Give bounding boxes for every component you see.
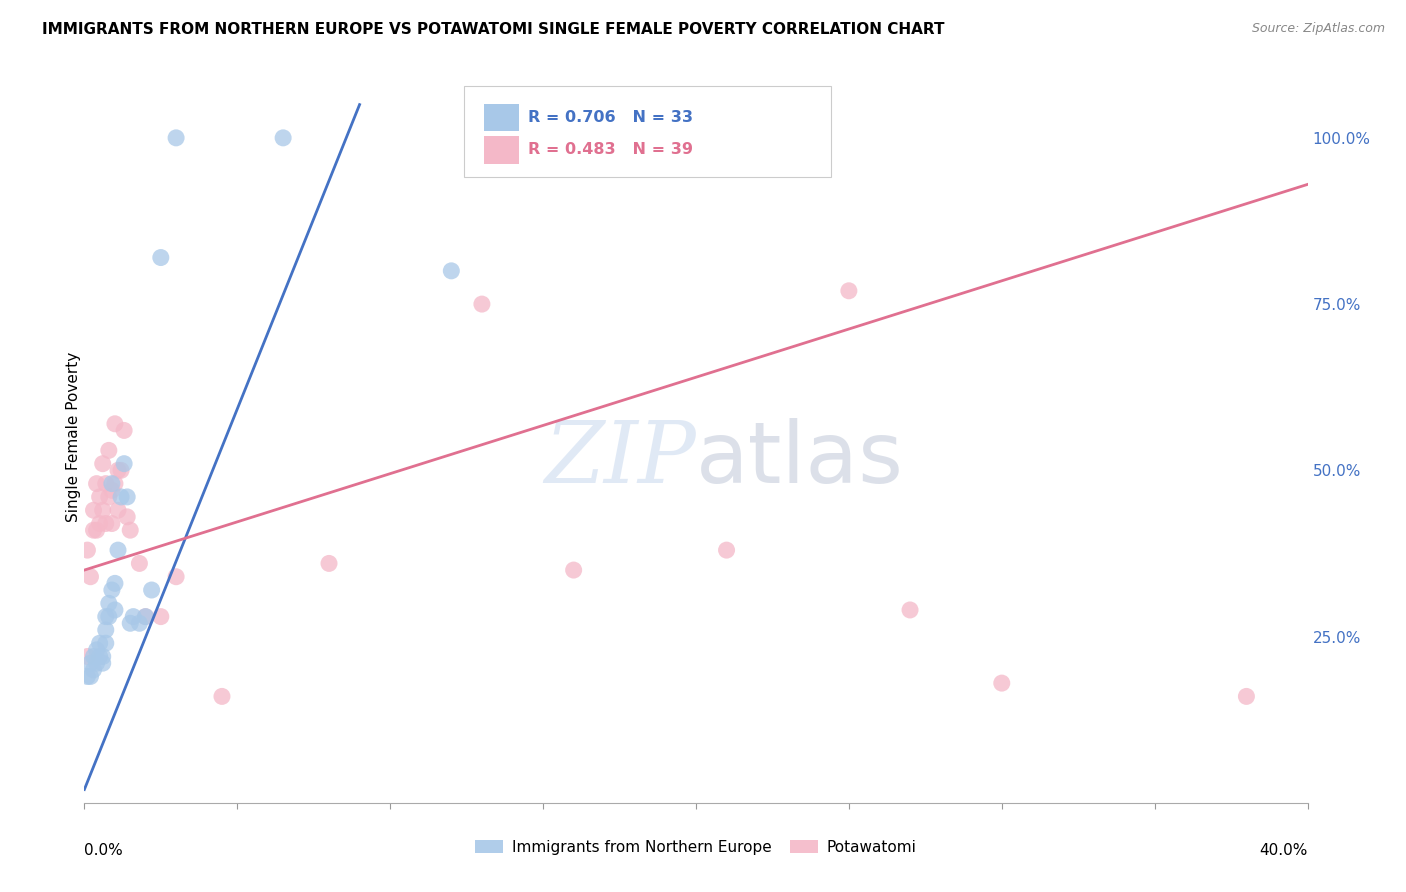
Point <box>86 523 108 537</box>
Point <box>211 690 233 704</box>
Y-axis label: Single Female Poverty: Single Female Poverty <box>66 352 80 522</box>
Point <box>94 609 117 624</box>
Text: ZIP: ZIP <box>544 417 696 500</box>
Point <box>110 463 132 477</box>
Point <box>94 623 117 637</box>
Point <box>91 649 114 664</box>
Point <box>110 490 132 504</box>
Point <box>91 656 114 670</box>
Point <box>83 523 105 537</box>
Point <box>135 609 157 624</box>
Point <box>104 576 127 591</box>
Point <box>76 649 98 664</box>
Text: R = 0.483   N = 39: R = 0.483 N = 39 <box>529 142 693 157</box>
Point <box>76 669 98 683</box>
Point <box>107 463 129 477</box>
Point <box>104 417 127 431</box>
Point <box>94 476 117 491</box>
Point <box>101 476 124 491</box>
Point <box>97 596 120 610</box>
Point <box>97 490 120 504</box>
Point <box>79 669 101 683</box>
Point <box>112 457 135 471</box>
Point <box>89 516 111 531</box>
Point <box>101 483 124 498</box>
Point <box>79 656 101 670</box>
Point <box>107 503 129 517</box>
Point <box>83 649 105 664</box>
Point <box>83 503 105 517</box>
Point <box>141 582 163 597</box>
Point <box>89 636 111 650</box>
Point <box>669 131 692 145</box>
Point <box>135 609 157 624</box>
Point <box>107 543 129 558</box>
Point <box>471 297 494 311</box>
Point <box>104 603 127 617</box>
Point <box>128 616 150 631</box>
Point <box>91 503 114 517</box>
FancyBboxPatch shape <box>464 86 831 178</box>
Bar <box>484 136 519 163</box>
Point <box>97 443 120 458</box>
Point <box>86 656 108 670</box>
Point <box>89 490 111 504</box>
Point <box>440 264 463 278</box>
Point <box>562 563 585 577</box>
Point <box>716 543 738 558</box>
Point <box>94 636 117 650</box>
Point <box>1236 690 1258 704</box>
Point <box>149 609 172 624</box>
Point <box>115 490 138 504</box>
Point <box>91 457 114 471</box>
Point <box>94 516 117 531</box>
Point <box>104 476 127 491</box>
Point <box>76 543 98 558</box>
Text: atlas: atlas <box>696 417 904 500</box>
Point <box>89 649 111 664</box>
Point <box>120 523 142 537</box>
Point <box>83 663 105 677</box>
Point <box>149 251 172 265</box>
Point <box>120 616 142 631</box>
Text: 0.0%: 0.0% <box>84 843 124 858</box>
Point <box>101 582 124 597</box>
Point <box>271 131 294 145</box>
Point <box>86 643 108 657</box>
Text: Source: ZipAtlas.com: Source: ZipAtlas.com <box>1251 22 1385 36</box>
Point <box>101 516 124 531</box>
Text: IMMIGRANTS FROM NORTHERN EUROPE VS POTAWATOMI SINGLE FEMALE POVERTY CORRELATION : IMMIGRANTS FROM NORTHERN EUROPE VS POTAW… <box>42 22 945 37</box>
Text: 40.0%: 40.0% <box>1260 843 1308 858</box>
Point <box>128 557 150 571</box>
Point <box>97 609 120 624</box>
Point <box>165 131 187 145</box>
Point <box>122 609 145 624</box>
Point <box>115 509 138 524</box>
Point <box>991 676 1014 690</box>
Bar <box>484 103 519 131</box>
Text: R = 0.706   N = 33: R = 0.706 N = 33 <box>529 110 693 125</box>
Point <box>86 476 108 491</box>
Point <box>112 424 135 438</box>
Point <box>79 570 101 584</box>
Point <box>838 284 860 298</box>
Point <box>318 557 340 571</box>
Point <box>165 570 187 584</box>
Legend: Immigrants from Northern Europe, Potawatomi: Immigrants from Northern Europe, Potawat… <box>470 834 922 861</box>
Point <box>898 603 921 617</box>
